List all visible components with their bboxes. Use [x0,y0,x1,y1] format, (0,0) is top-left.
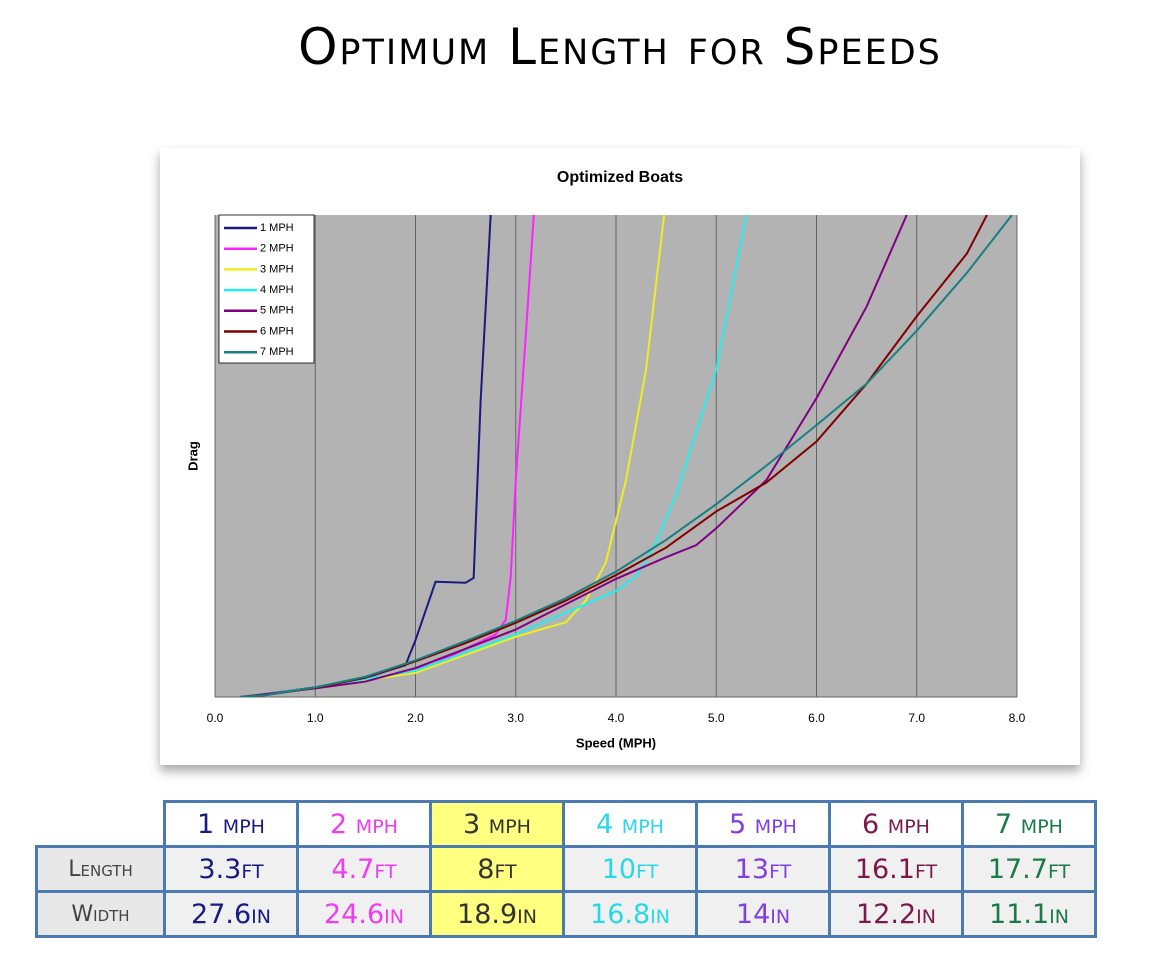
table-cell: 17.7ft [961,845,1097,893]
table-cell: 16.1ft [828,845,964,893]
chart: Optimized Boats Speed (MPH) Drag 0.0 1.0 2… [185,169,1026,750]
page-title: Optimum Length for Speeds [298,18,942,76]
x-tick-label: 0.0 [207,711,224,725]
table-cell: 3.3ft [163,845,299,893]
legend-label: 3 MPH [260,263,294,275]
table-cell: 8ft [429,845,565,893]
x-tick-label: 4.0 [608,711,625,725]
table-cell: 14in [695,890,831,938]
legend-label: 6 MPH [260,325,294,337]
x-tick-label: 6.0 [808,711,825,725]
table-cell: 16.8in [562,890,698,938]
column-header: 1 mph [163,800,299,848]
table-row: Length 3.3ft 4.7ft 8ft 10ft 13ft 16.1ft 17.7ft [35,845,1097,893]
chart-title: Optimized Boats [557,169,683,186]
x-tick-label: 8.0 [1009,711,1026,725]
column-header: 7 mph [961,800,1097,848]
table-cell: 13ft [695,845,831,893]
column-header: 2 mph [296,800,432,848]
data-table: 1 mph 2 mph 3 mph 4 mph 5 mph 6 mph 7 mph Lengt… [35,800,1097,938]
column-header: 6 mph [828,800,964,848]
x-tick-label: 7.0 [908,711,925,725]
row-label: Length [35,845,166,893]
table-cell: 11.1in [961,890,1097,938]
column-header: 3 mph [429,800,565,848]
x-tick-label: 5.0 [708,711,725,725]
x-axis-label: Speed (MPH) [576,735,656,750]
table-cell: 24.6in [296,890,432,938]
column-header: 4 mph [562,800,698,848]
header-row: 1 mph 2 mph 3 mph 4 mph 5 mph 6 mph 7 mph [36,800,1097,848]
table-cell: 27.6in [163,890,299,938]
legend-label: 5 MPH [260,305,294,317]
corner-cell [36,801,166,848]
table-cell: 10ft [562,845,698,893]
chart-panel: Optimized Boats Speed (MPH) Drag 0.0 1.0 2… [160,148,1080,765]
x-tick-label: 2.0 [407,711,424,725]
table-cell: 4.7ft [296,845,432,893]
legend-label: 2 MPH [260,243,294,255]
table-row: Width 27.6in 24.6in 18.9in 16.8in 14in 12.2in 1… [35,890,1097,938]
series-line [239,215,1013,697]
series-line [239,215,666,697]
series-line [239,215,908,697]
legend-label: 4 MPH [260,284,294,296]
table-cell: 12.2in [828,890,964,938]
row-label: Width [35,890,166,938]
x-tick-label: 1.0 [307,711,324,725]
y-axis-label: Drag [185,441,200,471]
legend-label: 7 MPH [260,346,294,358]
column-header: 5 mph [695,800,831,848]
x-tick-label: 3.0 [507,711,524,725]
legend-label: 1 MPH [260,222,294,234]
table-cell: 18.9in [429,890,565,938]
